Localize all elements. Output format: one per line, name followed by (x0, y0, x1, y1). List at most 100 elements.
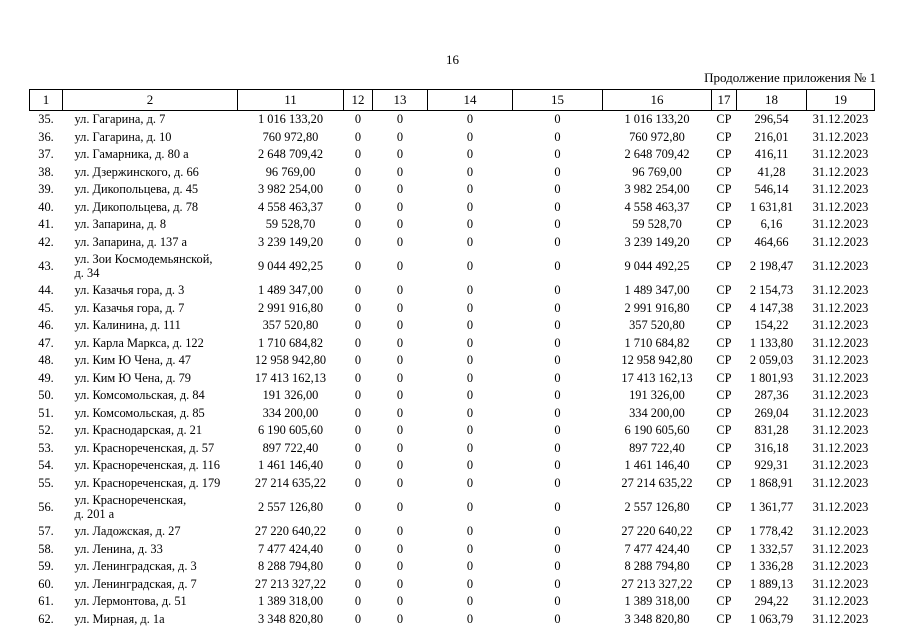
row-number-cell: 37. (38, 147, 54, 161)
col-14-cell: 0 (466, 475, 474, 490)
table-row: 54. ул. Краснореченская, д. 116 1 461 146,… (30, 457, 875, 475)
col-19-cell: 31.12.2023 (812, 499, 869, 514)
col-13-cell: 0 (396, 335, 404, 350)
col-13-cell: 0 (396, 112, 404, 126)
col-14-cell: 0 (466, 370, 474, 385)
col-11-cell: 191 326,00 (262, 388, 319, 402)
col-12-cell: 0 (354, 440, 362, 455)
col-11-cell: 2 557 126,80 (257, 499, 324, 514)
col-15-cell: 0 (554, 576, 561, 591)
col-18-cell: 831,28 (754, 423, 789, 437)
col-17-cell: СР (716, 300, 732, 315)
col-17-cell: СР (716, 458, 732, 472)
table-row: 47. ул. Карла Маркса, д. 122 1 710 684,82 0… (30, 335, 875, 353)
address-cell: ул. Казачья гора, д. 3 (74, 283, 185, 297)
col-18-cell: 216,01 (754, 129, 789, 144)
col-16-cell: 2 991 916,80 (624, 300, 690, 315)
col-15-cell: 0 (554, 217, 561, 231)
col-17-cell: СР (716, 112, 732, 126)
col-12-cell: 0 (354, 199, 362, 214)
col-17-cell: СР (716, 217, 732, 231)
continuation-label: Продолжение приложения № 1 (704, 70, 876, 85)
col-17-cell: СР (716, 423, 732, 437)
address-cell: ул. Гамарника, д. 80 а (74, 147, 189, 161)
col-12-cell: 0 (354, 499, 362, 514)
col-11-cell: 59 528,70 (265, 217, 316, 231)
col-12-cell: 0 (354, 129, 362, 144)
col-12-cell: 0 (354, 147, 362, 161)
col-14-cell: 0 (466, 611, 474, 626)
address-cell: ул. Ким Ю Чена, д. 79 (74, 370, 191, 385)
col-14-cell: 0 (466, 353, 474, 367)
col-18-cell: 316,18 (754, 440, 789, 455)
col-16-cell: 897 722,40 (629, 440, 685, 455)
col-14-cell: 0 (466, 576, 474, 591)
col-11-cell: 12 958 942,80 (254, 353, 327, 367)
col-16-cell: 27 214 635,22 (621, 475, 693, 490)
table-row: 49. ул. Ким Ю Чена, д. 79 17 413 162,13 0 0 0… (30, 370, 875, 388)
col-18-cell: 41,28 (757, 164, 786, 179)
col-14-cell: 0 (466, 217, 474, 231)
col-16-cell: 3 239 149,20 (624, 234, 690, 249)
col-19-cell: 31.12.2023 (812, 217, 869, 231)
col-16-cell: 7 477 424,40 (624, 541, 690, 556)
row-number-cell: 56. (38, 499, 54, 514)
col-13-cell: 0 (396, 559, 404, 573)
col-18-cell: 1 868,91 (749, 475, 794, 490)
col-11-cell: 8 288 794,80 (257, 559, 324, 573)
col-16-cell: 1 489 347,00 (624, 283, 690, 297)
address-cell: ул. Краснореченская, д. 179 (74, 475, 221, 490)
address-cell: ул. Лермонтова, д. 51 (74, 594, 187, 608)
address-cell: ул. Краснореченская, д. 201 а (74, 493, 187, 521)
row-number-cell: 49. (38, 370, 54, 385)
column-header-13: 13 (372, 89, 428, 111)
col-12-cell: 0 (354, 283, 362, 297)
col-18-cell: 1 778,42 (749, 524, 794, 538)
col-13-cell: 0 (396, 234, 404, 249)
col-13-cell: 0 (396, 499, 404, 514)
col-17-cell: СР (716, 559, 732, 573)
col-15-cell: 0 (554, 405, 561, 420)
col-14-cell: 0 (466, 112, 474, 126)
table-row: 50. ул. Комсомольская, д. 84 191 326,00 0 0 0… (30, 387, 875, 405)
table-row: 37. ул. Гамарника, д. 80 а 2 648 709,42 0 0 0… (30, 146, 875, 164)
row-number-cell: 44. (38, 283, 54, 297)
table-row: 62. ул. Мирная, д. 1а 3 348 820,80 0 0 0 0 3 34… (30, 611, 875, 629)
address-cell: ул. Запарина, д. 137 а (74, 234, 188, 249)
col-17-cell: СР (716, 129, 732, 144)
col-14-cell: 0 (466, 499, 474, 514)
col-19-cell: 31.12.2023 (812, 405, 869, 420)
col-15-cell: 0 (554, 112, 561, 126)
row-number-cell: 55. (38, 475, 54, 490)
row-number-cell: 41. (38, 217, 54, 231)
col-16-cell: 357 520,80 (629, 318, 685, 332)
row-number-cell: 40. (38, 199, 54, 214)
col-15-cell: 0 (554, 458, 561, 472)
col-19-cell: 31.12.2023 (812, 199, 869, 214)
col-12-cell: 0 (354, 300, 362, 315)
col-18-cell: 1 361,77 (749, 499, 794, 514)
col-17-cell: СР (716, 499, 732, 514)
col-13-cell: 0 (396, 440, 404, 455)
col-12-cell: 0 (354, 594, 362, 608)
col-19-cell: 31.12.2023 (812, 475, 869, 490)
address-cell: ул. Комсомольская, д. 84 (74, 388, 205, 402)
col-18-cell: 287,36 (754, 388, 789, 402)
row-number-cell: 43. (38, 258, 54, 273)
col-19-cell: 31.12.2023 (812, 234, 869, 249)
col-11-cell: 1 489 347,00 (257, 283, 324, 297)
table-row: 41. ул. Запарина, д. 8 59 528,70 0 0 0 0 59 528… (30, 216, 875, 234)
col-14-cell: 0 (466, 318, 474, 332)
row-number-cell: 50. (38, 388, 54, 402)
col-13-cell: 0 (396, 147, 404, 161)
col-13-cell: 0 (396, 199, 404, 214)
col-12-cell: 0 (354, 318, 362, 332)
col-18-cell: 6,16 (760, 217, 783, 231)
col-18-cell: 2 059,03 (749, 353, 794, 367)
address-cell: ул. Калинина, д. 111 (74, 318, 181, 332)
col-13-cell: 0 (396, 611, 404, 626)
col-16-cell: 59 528,70 (632, 217, 682, 231)
col-11-cell: 1 710 684,82 (257, 335, 324, 350)
table-row: 40. ул. Дикопольцева, д. 78 4 558 463,37 0 0… (30, 199, 875, 217)
col-14-cell: 0 (466, 258, 474, 273)
